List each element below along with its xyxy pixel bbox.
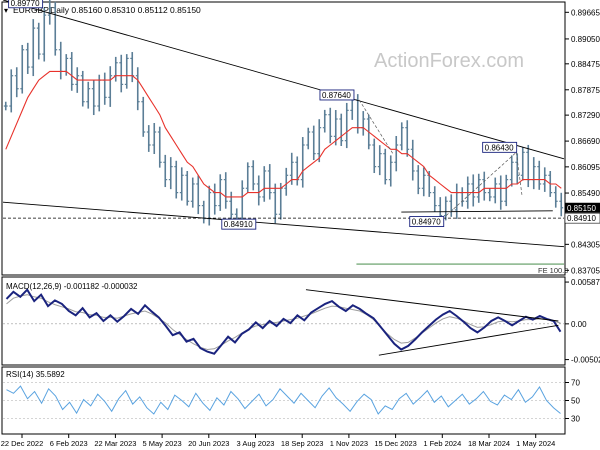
price-annotation-label: 0.86430 xyxy=(485,143,514,152)
macd-line xyxy=(5,288,562,355)
macd-trendline-upper xyxy=(305,289,559,322)
price-y-tick-label: 0.87290 xyxy=(571,111,600,120)
x-tick-label: 1 Feb 2024 xyxy=(423,439,461,448)
price-y-tick-label: 0.86690 xyxy=(571,137,600,146)
fe-label: FE 100.0 xyxy=(538,266,568,275)
price-annotation-label: 0.84910 xyxy=(224,220,253,229)
moving-average-line xyxy=(5,70,562,198)
macd-y-tick-label: -0.005021 xyxy=(571,356,600,365)
price-annotation-label: 0.87640 xyxy=(322,91,351,100)
x-tick-label: 22 Mar 2023 xyxy=(94,439,136,448)
rsi-line xyxy=(6,385,561,415)
current-price-tag xyxy=(565,202,600,213)
price-y-tick-label: 0.89050 xyxy=(571,35,600,44)
price-panel xyxy=(1,1,566,276)
macd-y-tick-label: 0.00587 xyxy=(571,278,600,287)
axis-layer: 0.89665 0.89050 0.88475 0.87875 0.87290 0.866… xyxy=(1,8,600,448)
macd-layer: MACD(12,26,9) -0.001182 -0.000032 xyxy=(3,282,564,356)
x-tick-label: 1 Nov 2023 xyxy=(330,439,368,448)
price-annotation-label: 0.84970 xyxy=(412,218,441,227)
watermark: ActionForex.com xyxy=(374,50,524,72)
rsi-y-tick-label: 70 xyxy=(571,379,580,388)
swing-connector xyxy=(358,99,394,154)
price-trendline-channel xyxy=(401,210,553,213)
x-tick-label: 15 Dec 2023 xyxy=(374,439,417,448)
price-annotation-box xyxy=(319,89,355,101)
price-y-tick-label: 0.83705 xyxy=(571,266,600,275)
price-y-tick-label: 0.88475 xyxy=(571,60,600,69)
price-annotation-box xyxy=(482,141,518,153)
x-tick-label: 18 Mar 2024 xyxy=(468,439,510,448)
symbol-icon: ▾ xyxy=(4,6,8,15)
current-price-label: 0.85150 xyxy=(567,204,596,213)
rsi-y-tick-label: 50 xyxy=(571,397,580,406)
x-tick-label: 22 Dec 2022 xyxy=(1,439,44,448)
price-trendline-upper xyxy=(2,0,565,160)
price-trendline-lower xyxy=(2,201,565,248)
swing-connector xyxy=(445,152,517,216)
price-y-tick-label: 0.89665 xyxy=(571,8,600,17)
symbol-header: EURGBP,Daily 0.85160 0.85310 0.85112 0.8… xyxy=(13,5,201,15)
x-tick-label: 1 May 2024 xyxy=(516,439,555,448)
x-tick-label: 6 Feb 2023 xyxy=(50,439,88,448)
x-tick-label: 20 Jun 2023 xyxy=(188,439,229,448)
macd-trendline-lower xyxy=(378,324,559,356)
price-y-tick-label: 0.85490 xyxy=(571,189,600,198)
level-price-tag xyxy=(564,212,600,224)
macd-label: MACD(12,26,9) -0.001182 -0.000032 xyxy=(6,282,138,291)
x-tick-label: 5 May 2023 xyxy=(142,439,181,448)
macd-y-tick-label: 0.00 xyxy=(571,320,587,329)
rsi-y-tick-label: 30 xyxy=(571,415,580,424)
swing-connector xyxy=(515,152,523,195)
price-annotation-box xyxy=(221,218,257,230)
price-y-tick-label: 0.84305 xyxy=(571,240,600,249)
price-layer: FE 100.0 0.89770 0.87640 0.86430 0.84910 0.84… xyxy=(2,0,568,275)
price-annotation-label: 0.89770 xyxy=(11,0,40,8)
rsi-label: RSI(14) 35.5892 xyxy=(6,370,65,379)
price-y-tick-label: 0.86095 xyxy=(571,163,600,172)
level-price-label: 0.84910 xyxy=(567,214,596,223)
price-annotation-box xyxy=(8,0,44,9)
price-y-tick-label: 0.87875 xyxy=(571,86,600,95)
x-tick-label: 18 Sep 2023 xyxy=(281,439,324,448)
x-tick-label: 3 Aug 2023 xyxy=(237,439,275,448)
price-annotation-box xyxy=(409,216,445,228)
rsi-layer: RSI(14) 35.5892 xyxy=(3,370,564,419)
